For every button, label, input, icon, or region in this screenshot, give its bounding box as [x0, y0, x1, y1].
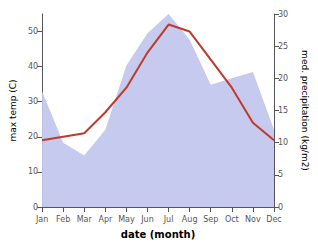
svg-text:50: 50 — [28, 27, 38, 36]
svg-text:Oct: Oct — [225, 215, 239, 224]
svg-text:15: 15 — [278, 106, 288, 115]
svg-text:Dec: Dec — [266, 215, 281, 224]
svg-text:0: 0 — [278, 203, 283, 212]
svg-text:med. precipitation (kg/m2): med. precipitation (kg/m2) — [300, 50, 310, 171]
svg-text:10: 10 — [28, 167, 38, 176]
svg-text:30: 30 — [278, 10, 288, 19]
svg-text:Feb: Feb — [56, 215, 70, 224]
svg-text:date (month): date (month) — [121, 229, 195, 240]
svg-text:Sep: Sep — [203, 215, 218, 224]
svg-text:10: 10 — [278, 138, 288, 147]
svg-text:25: 25 — [278, 42, 288, 51]
svg-text:Nov: Nov — [245, 215, 261, 224]
svg-text:20: 20 — [278, 74, 288, 83]
svg-text:max temp (C): max temp (C) — [8, 79, 18, 141]
svg-text:30: 30 — [28, 97, 38, 106]
svg-text:40: 40 — [28, 62, 38, 71]
svg-text:Aug: Aug — [182, 215, 198, 224]
svg-text:Mar: Mar — [77, 215, 93, 224]
svg-text:5: 5 — [278, 170, 283, 179]
svg-text:20: 20 — [28, 132, 38, 141]
svg-text:Jun: Jun — [140, 215, 154, 224]
svg-text:Apr: Apr — [98, 215, 113, 224]
svg-text:May: May — [118, 215, 135, 224]
svg-text:Jul: Jul — [163, 215, 174, 224]
svg-text:Jan: Jan — [35, 215, 48, 224]
svg-text:0: 0 — [33, 203, 38, 212]
